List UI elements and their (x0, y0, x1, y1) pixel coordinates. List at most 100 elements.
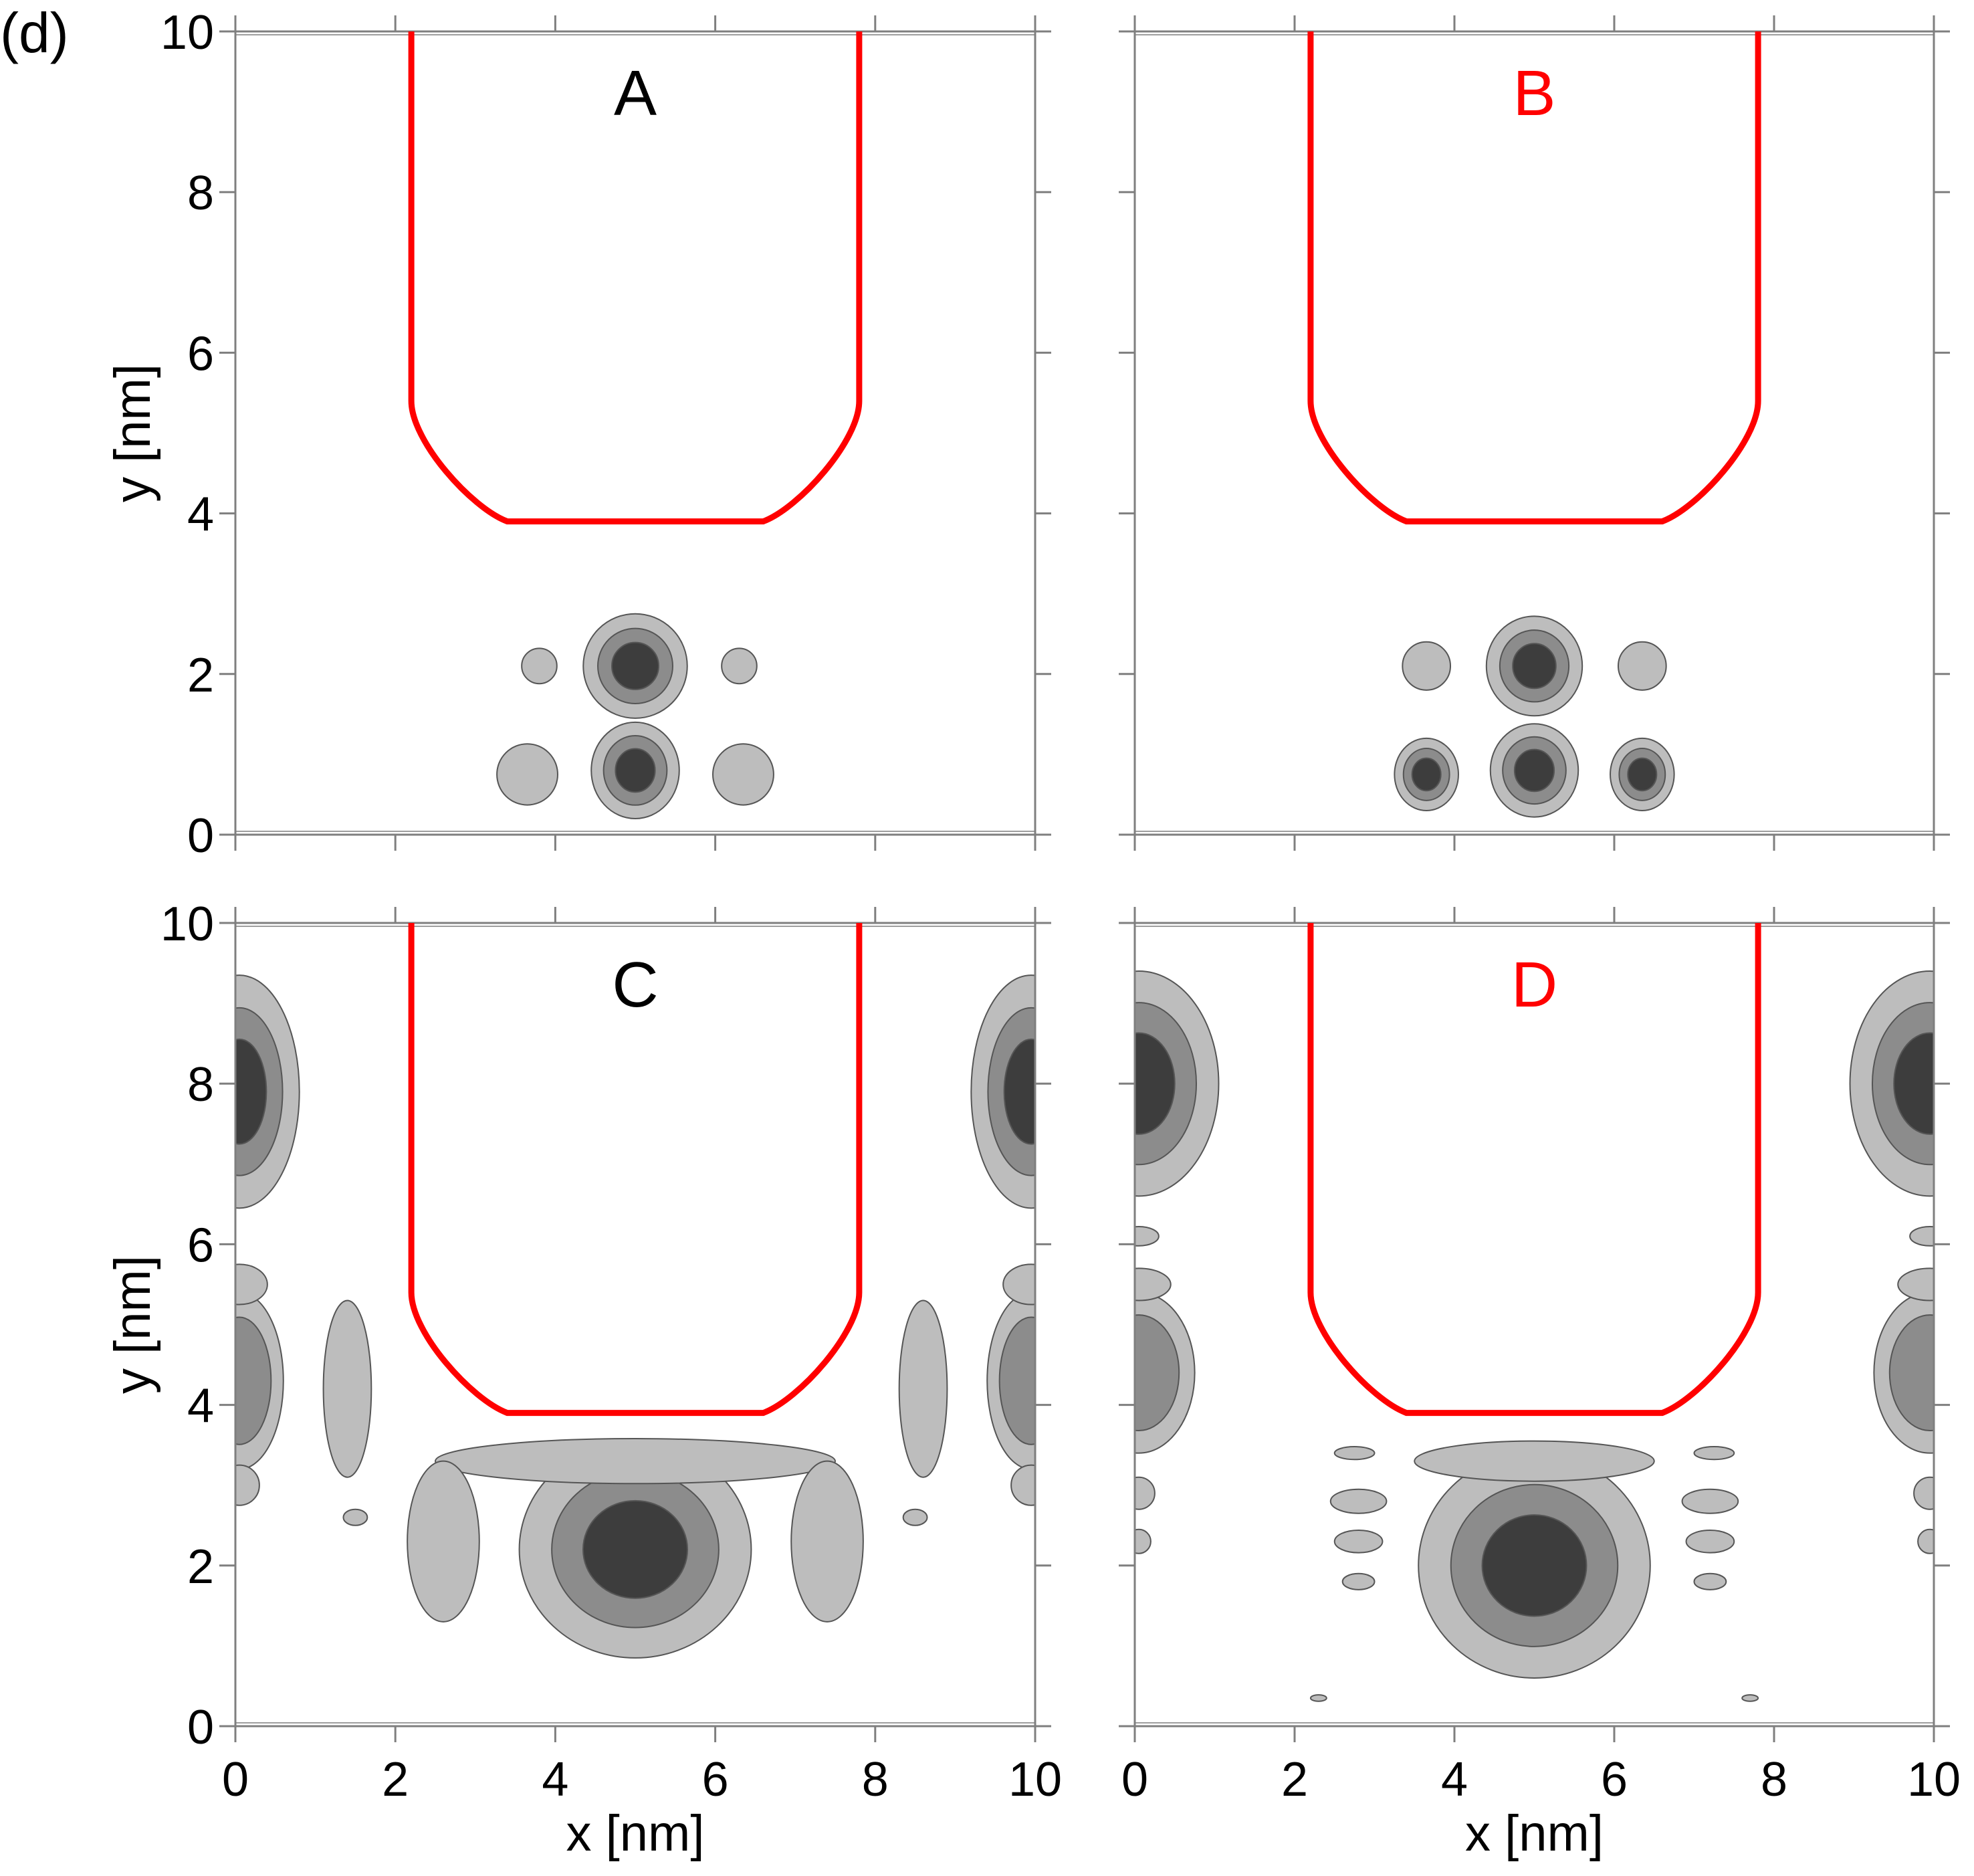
ytick-label-A-0: 0 (187, 809, 214, 863)
panel-label-D: D (1511, 949, 1557, 1021)
contour-D-13-level-2 (1888, 1314, 1934, 1432)
contours-C (235, 974, 1035, 1659)
contour-C-7-level-1 (902, 1508, 928, 1526)
contour-A-1-level-3 (615, 748, 656, 793)
contour-C-10-level-2 (235, 1316, 272, 1445)
ylabel-C: y [nm] (104, 1255, 161, 1394)
ytick-label-A-2: 4 (187, 488, 214, 542)
ytick-label-C-5: 10 (160, 898, 214, 951)
contour-A-3-level-1 (721, 647, 758, 685)
ytick-label-A-4: 8 (187, 167, 214, 220)
contour-C-1-level-1 (435, 1438, 836, 1485)
frame-C (234, 922, 1036, 1728)
contour-A-4-level-1 (496, 743, 558, 806)
xtick-label-C-1: 2 (382, 1753, 409, 1806)
panel-B: B (1119, 15, 1950, 851)
boundary-curve-B (1307, 31, 1761, 525)
contours-D (1135, 970, 1934, 1702)
ytick-label-A-1: 2 (187, 649, 214, 702)
panel-label-B: B (1513, 58, 1555, 129)
contour-D-4-level-1 (1333, 1529, 1384, 1554)
contour-C-11-level-2 (998, 1316, 1035, 1445)
contour-D-5-level-1 (1685, 1529, 1735, 1554)
contour-C-2-level-1 (407, 1460, 480, 1623)
contour-D-8-level-1 (1333, 1446, 1376, 1461)
contour-D-6-level-1 (1341, 1572, 1376, 1590)
panel-D: 0 2 4 6 8 10 x [nm] D (1119, 907, 1961, 1862)
contour-D-22-level-1 (1309, 1694, 1327, 1702)
contour-D-21-level-1 (1917, 1528, 1934, 1554)
ytick-label-A-5: 10 (160, 6, 214, 60)
contour-D-10-level-3 (1135, 1032, 1176, 1135)
contours-A (496, 613, 774, 819)
frame-D (1133, 922, 1935, 1728)
contour-C-0-level-3 (582, 1499, 689, 1599)
contour-A-5-level-1 (712, 743, 774, 806)
xlabel-C: x [nm] (566, 1805, 705, 1862)
frame-B (1133, 30, 1935, 836)
boundary-curve-C (408, 923, 863, 1417)
xtick-label-C-3: 6 (702, 1753, 729, 1806)
xtick-label-C-2: 4 (542, 1753, 568, 1806)
contour-D-17-level-1 (1909, 1225, 1934, 1247)
contour-A-0-level-3 (611, 641, 659, 690)
contour-D-19-level-1 (1913, 1476, 1934, 1510)
contour-C-9-level-3 (1003, 1038, 1035, 1145)
contour-A-2-level-1 (521, 647, 558, 685)
contour-B-4-level-3 (1411, 757, 1442, 792)
xtick-label-C-5: 10 (1008, 1753, 1062, 1806)
contour-C-3-level-1 (790, 1460, 864, 1623)
contour-D-20-level-1 (1135, 1528, 1152, 1554)
contour-D-2-level-1 (1329, 1488, 1388, 1514)
ytick-label-C-1: 2 (187, 1540, 214, 1594)
frame-A (234, 30, 1036, 836)
xlabel-D: x [nm] (1465, 1805, 1604, 1862)
contour-B-0-level-3 (1512, 643, 1557, 690)
contour-D-0-level-3 (1481, 1514, 1587, 1617)
ytick-label-C-2: 4 (187, 1380, 214, 1433)
xtick-label-D-3: 6 (1601, 1753, 1628, 1806)
contour-D-3-level-1 (1681, 1488, 1739, 1514)
contour-B-5-level-3 (1627, 757, 1658, 792)
contour-B-1-level-3 (1513, 748, 1555, 793)
contour-D-15-level-1 (1897, 1267, 1934, 1301)
boundary-curve-A (408, 31, 863, 525)
panel-C: 0 2 4 6 8 10 0 2 4 6 8 10 y [nm] x [nm] C (104, 898, 1062, 1862)
xtick-label-C-4: 8 (862, 1753, 889, 1806)
panel-A: 0 2 4 6 8 10 y [nm] A (104, 6, 1051, 863)
contour-D-16-level-1 (1135, 1225, 1160, 1247)
xtick-label-D-5: 10 (1907, 1753, 1961, 1806)
contour-D-23-level-1 (1741, 1694, 1759, 1702)
panel-label-A: A (614, 58, 657, 129)
contour-B-3-level-1 (1617, 641, 1667, 691)
boundary-curve-D (1307, 923, 1761, 1417)
panel-label-C: C (612, 949, 658, 1021)
contour-D-7-level-1 (1693, 1572, 1727, 1590)
contours-B (1394, 615, 1675, 818)
contour-D-12-level-2 (1135, 1314, 1180, 1432)
ytick-label-C-4: 8 (187, 1058, 214, 1112)
contour-C-4-level-1 (322, 1299, 372, 1478)
figure-label: (d) (0, 1, 69, 64)
contour-B-2-level-1 (1402, 641, 1452, 691)
xtick-label-D-2: 4 (1441, 1753, 1468, 1806)
contour-D-14-level-1 (1135, 1267, 1172, 1301)
xtick-label-D-1: 2 (1281, 1753, 1308, 1806)
contour-D-11-level-3 (1893, 1032, 1934, 1135)
ytick-label-A-3: 6 (187, 327, 214, 381)
contour-C-5-level-1 (898, 1299, 948, 1478)
contour-D-1-level-1 (1414, 1440, 1655, 1482)
contour-C-13-level-1 (1002, 1263, 1035, 1306)
ylabel-A: y [nm] (104, 364, 161, 502)
xtick-label-D-4: 8 (1761, 1753, 1787, 1806)
contour-C-14-level-1 (235, 1464, 260, 1506)
xtick-label-D-0: 0 (1121, 1753, 1148, 1806)
contour-C-12-level-1 (235, 1263, 268, 1306)
contour-C-8-level-3 (235, 1038, 267, 1145)
contour-C-15-level-1 (1010, 1464, 1035, 1506)
xtick-label-C-0: 0 (222, 1753, 249, 1806)
contour-D-18-level-1 (1135, 1476, 1156, 1510)
contour-C-6-level-1 (342, 1508, 368, 1526)
contour-D-9-level-1 (1693, 1446, 1735, 1461)
